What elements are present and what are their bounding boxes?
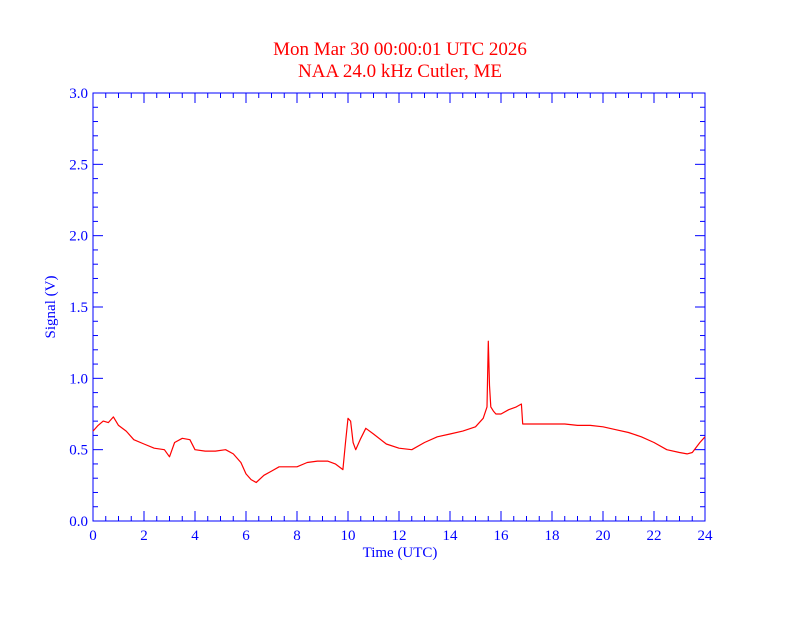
x-tick-label: 12 xyxy=(392,528,407,544)
chart-title: Mon Mar 30 00:00:01 UTC 2026 xyxy=(273,39,527,60)
y-axis-label: Signal (V) xyxy=(43,276,59,339)
y-tick-label: 3.0 xyxy=(69,86,88,102)
y-tick-label: 0.0 xyxy=(69,514,88,530)
x-tick-label: 20 xyxy=(596,528,611,544)
x-axis-label: Time (UTC) xyxy=(363,545,438,561)
x-tick-label: 10 xyxy=(341,528,356,544)
y-tick-label: 1.5 xyxy=(69,300,88,316)
x-tick-label: 4 xyxy=(191,528,199,544)
axes-group: 0 2 4 6 8 10 12 14 16 18 20 22 240.00.51.01.52.02.53… xyxy=(69,86,713,544)
x-tick-label: 2 xyxy=(140,528,148,544)
x-tick-label: 18 xyxy=(545,528,560,544)
x-tick-label: 24 xyxy=(698,528,714,544)
x-tick-label: 22 xyxy=(647,528,662,544)
y-tick-label: 2.0 xyxy=(69,229,88,245)
x-tick-label: 8 xyxy=(293,528,301,544)
chart-subtitle: NAA 24.0 kHz Cutler, ME xyxy=(298,61,502,82)
y-tick-label: 2.5 xyxy=(69,157,88,173)
series-line-0 xyxy=(92,340,706,484)
plot-frame xyxy=(92,92,706,522)
series-group xyxy=(92,340,706,484)
x-tick-label: 14 xyxy=(443,528,459,544)
x-tick-label: 0 xyxy=(89,528,97,544)
y-tick-label: 1.0 xyxy=(69,371,88,387)
x-tick-label: 16 xyxy=(494,528,510,544)
y-tick-label: 0.5 xyxy=(69,443,88,459)
x-tick-label: 6 xyxy=(242,528,250,544)
